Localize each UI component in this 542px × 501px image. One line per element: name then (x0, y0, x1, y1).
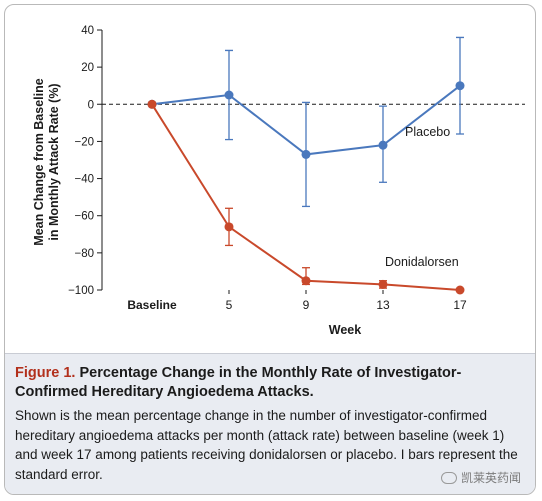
x-tick-label: 9 (303, 298, 310, 312)
data-point (455, 285, 465, 295)
x-tick-label: 13 (376, 298, 390, 312)
data-point (455, 81, 465, 91)
data-point (378, 140, 388, 150)
x-tick-label: 5 (226, 298, 233, 312)
series-label-donidalorsen: Donidalorsen (385, 255, 459, 269)
figure-frame: 40 20 0 −20 −40 −60 −80 −100 Baseline 5 9 13 17 Week M… (4, 4, 536, 495)
y-tick-label: −60 (74, 211, 94, 223)
figure-description: Shown is the mean percentage change in t… (15, 408, 518, 482)
watermark: 凯莱英药闻 (440, 469, 521, 486)
y-tick-label: 0 (88, 99, 94, 111)
series-label-placebo: Placebo (405, 125, 450, 139)
figure-label: Figure 1. (15, 365, 76, 381)
data-point (224, 90, 234, 100)
data-point (147, 99, 157, 109)
y-tick-label: −100 (68, 285, 94, 297)
y-tick-label: −40 (74, 174, 94, 186)
figure-caption-title: Figure 1. Percentage Change in the Month… (15, 364, 525, 402)
y-tick-label: −20 (74, 136, 94, 148)
y-axis-title-line2: in Monthly Attack Rate (%) (47, 83, 61, 240)
y-tick-label: 40 (81, 25, 94, 37)
y-tick-label: 20 (81, 62, 94, 74)
x-tick-label: 17 (453, 298, 467, 312)
data-point (301, 276, 311, 286)
x-tick-label: Baseline (127, 298, 177, 312)
y-axis-title-line1: Mean Change from Baseline (32, 78, 46, 245)
x-axis-title: Week (329, 323, 361, 337)
line-chart: 40 20 0 −20 −40 −60 −80 −100 Baseline 5 9 13 17 Week M… (32, 25, 525, 337)
watermark-text: 凯莱英药闻 (460, 471, 521, 485)
figure-title-text: Percentage Change in the Monthly Rate of… (15, 365, 462, 400)
chart-area: 40 20 0 −20 −40 −60 −80 −100 Baseline 5 9 13 17 Week M… (5, 5, 535, 353)
y-tick-label: −80 (74, 248, 94, 260)
wechat-icon (440, 471, 457, 484)
data-point (301, 149, 311, 159)
caption-box: Figure 1. Percentage Change in the Month… (5, 353, 535, 494)
data-point (378, 279, 388, 289)
data-point (224, 222, 234, 232)
